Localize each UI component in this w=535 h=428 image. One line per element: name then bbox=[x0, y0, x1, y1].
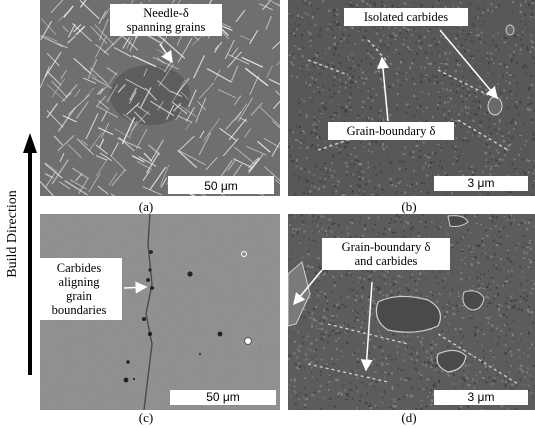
micrograph-b: Isolated carbides Grain-boundary δ 3 μm bbox=[288, 0, 535, 196]
build-direction-label: Build Direction bbox=[5, 190, 20, 278]
callout-grain-boundary-delta: Grain-boundary δ bbox=[328, 122, 454, 140]
scale-bar-b: 3 μm bbox=[434, 176, 528, 191]
scale-bar-c: 50 μm bbox=[170, 390, 276, 405]
panel-label-b: (b) bbox=[401, 199, 417, 214]
callout-needle-delta: Needle-δ spanning grains bbox=[110, 4, 222, 36]
scale-bar-a: 50 μm bbox=[168, 176, 274, 194]
panel-label-c: (c) bbox=[138, 410, 154, 425]
scale-bar-d: 3 μm bbox=[434, 390, 528, 405]
callout-isolated-carbides: Isolated carbides bbox=[344, 8, 468, 26]
micrograph-c: Carbides aligning grain boundaries 50 μm bbox=[40, 214, 280, 410]
panel-label-d: (d) bbox=[401, 410, 417, 425]
callout-gb-delta-carbides: Grain-boundary δ and carbides bbox=[322, 238, 450, 270]
micrograph-a: Needle-δ spanning grains 50 μm bbox=[40, 0, 280, 196]
panel-label-a: (a) bbox=[138, 199, 154, 214]
micrograph-d: Grain-boundary δ and carbides 3 μm bbox=[288, 214, 535, 410]
callout-carbides-grain-boundaries: Carbides aligning grain boundaries bbox=[40, 258, 122, 320]
